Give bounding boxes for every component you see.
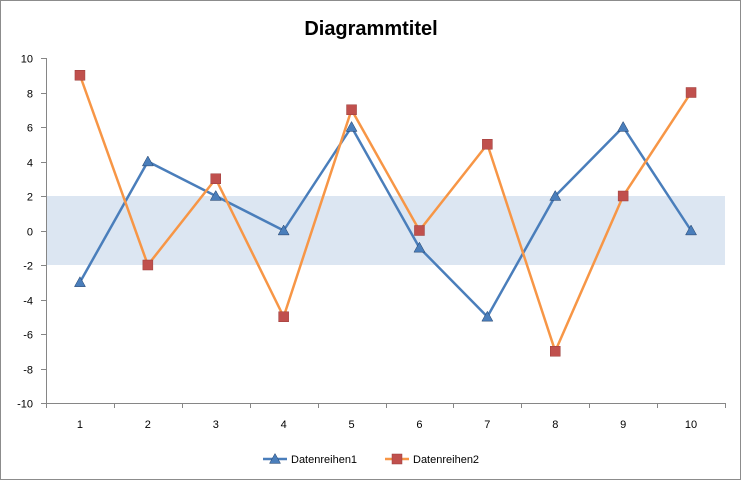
x-tick-label: 9 (620, 419, 626, 431)
y-tick-label: -6 (23, 330, 33, 342)
data-point (685, 224, 697, 236)
x-tick-label: 2 (145, 419, 151, 431)
data-point (481, 310, 494, 322)
legend: Datenreihen1 Datenreihen2 (263, 452, 479, 466)
data-point (685, 87, 697, 98)
x-tick-label: 4 (281, 419, 287, 431)
highlight-band (47, 196, 725, 265)
data-point (209, 189, 222, 201)
data-point (550, 346, 561, 357)
y-tick-label: 6 (27, 123, 33, 135)
y-tick-label: -4 (23, 296, 33, 308)
legend-label: Datenreihen1 (291, 454, 357, 466)
data-point (617, 190, 629, 202)
series-line (78, 125, 693, 318)
y-tick-label: 10 (21, 54, 33, 66)
legend-item-2: Datenreihen2 (385, 453, 479, 466)
data-point (277, 224, 290, 236)
series-line (78, 74, 693, 353)
x-tick-label: 8 (552, 419, 558, 431)
data-point (413, 241, 426, 253)
highlight-band-layer (47, 196, 725, 265)
data-point (482, 139, 493, 150)
data-point (346, 104, 357, 115)
chart-title: Diagrammtitel (304, 18, 437, 40)
data-point (74, 276, 86, 287)
legend-item-1: Datenreihen1 (263, 452, 357, 466)
series-layer (74, 70, 697, 357)
x-tick-label: 3 (213, 419, 219, 431)
data-point (141, 155, 154, 167)
y-tick-label: -8 (23, 365, 33, 377)
x-tick-label: 10 (685, 419, 697, 431)
y-tick-label: -2 (23, 261, 33, 273)
data-point (549, 189, 562, 201)
legend-marker (269, 452, 281, 464)
series-2 (74, 70, 697, 357)
data-point (142, 259, 154, 271)
data-point (345, 120, 358, 132)
x-tick-label: 6 (416, 419, 422, 431)
data-point (210, 173, 221, 184)
y-tick-label: 8 (27, 89, 33, 101)
x-tick-label: 7 (484, 419, 490, 431)
x-tick-label: 5 (348, 419, 354, 431)
legend-marker (391, 453, 403, 465)
data-point (414, 225, 425, 236)
y-tick-label: 2 (27, 192, 33, 204)
data-point (617, 120, 630, 132)
series-1 (74, 120, 697, 322)
legend-label: Datenreihen2 (413, 454, 479, 466)
data-point (74, 70, 86, 81)
y-tick-label: 4 (27, 158, 33, 170)
y-tick-label: -10 (17, 399, 33, 411)
data-point (278, 311, 289, 322)
x-tick-label: 1 (77, 419, 83, 431)
y-tick-label: 0 (27, 227, 33, 239)
